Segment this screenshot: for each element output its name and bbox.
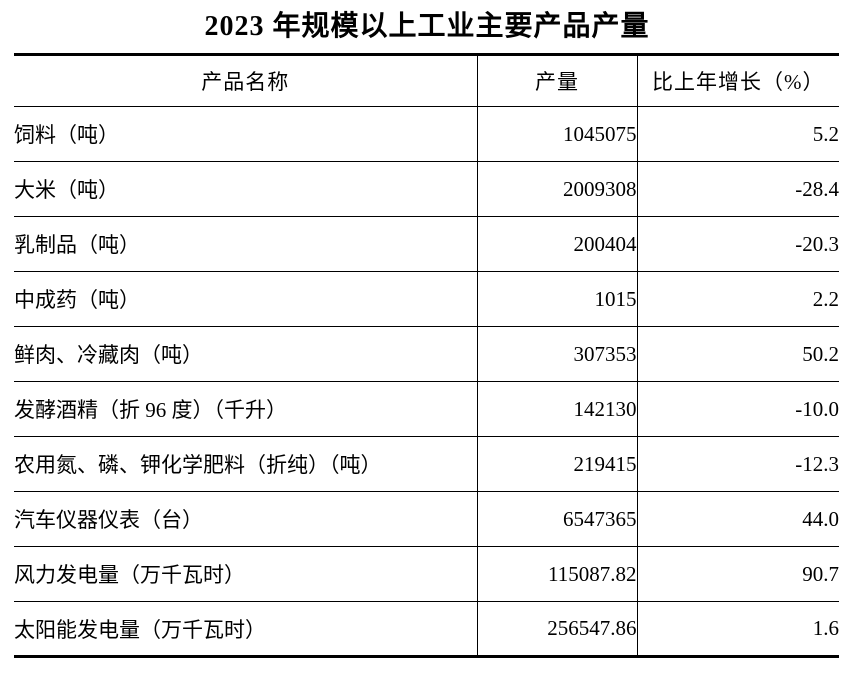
growth-cell: -20.3 xyxy=(636,216,839,272)
product-name-cell: 鲜肉、冷藏肉（吨） xyxy=(14,343,203,367)
growth-cell: 44.0 xyxy=(636,491,839,547)
table-body: 饲料（吨） 1045075 5.2 大米（吨） 2009308 -28.4 乳制… xyxy=(14,106,839,657)
product-name-cell: 发酵酒精（折 96 度）（千升） xyxy=(14,398,287,422)
product-name-cell: 饲料（吨） xyxy=(14,123,119,147)
growth-cell: -10.0 xyxy=(636,381,839,437)
table-header-row: 产品名称 产量 比上年增长（%） xyxy=(14,54,839,107)
product-name-cell: 农用氮、磷、钾化学肥料（折纯）（吨） xyxy=(14,453,382,477)
table-row: 鲜肉、冷藏肉（吨） 307353 50.2 xyxy=(14,326,839,382)
column-header-growth: 比上年增长（%） xyxy=(636,54,839,107)
product-name-cell: 大米（吨） xyxy=(14,178,119,202)
product-name-cell: 太阳能发电量（万千瓦时） xyxy=(14,617,266,642)
growth-cell: 2.2 xyxy=(636,271,839,327)
table-row: 乳制品（吨） 200404 -20.3 xyxy=(14,216,839,272)
growth-cell: -12.3 xyxy=(636,436,839,492)
output-cell: 307353 xyxy=(476,326,637,382)
output-cell: 200404 xyxy=(476,216,637,272)
document-page: 2023 年规模以上工业主要产品产量 产品名称 产量 比上年增长（%） 饲料（吨… xyxy=(0,9,854,658)
output-cell: 6547365 xyxy=(476,491,637,547)
growth-cell: 1.6 xyxy=(636,601,839,657)
column-header-output: 产量 xyxy=(476,54,637,107)
table-row: 中成药（吨） 1015 2.2 xyxy=(14,271,839,327)
product-name-cell: 中成药（吨） xyxy=(14,288,140,312)
table-row: 饲料（吨） 1045075 5.2 xyxy=(14,106,839,162)
table-row: 汽车仪器仪表（台） 6547365 44.0 xyxy=(14,491,839,547)
column-header-product-name: 产品名称 xyxy=(201,70,290,94)
table-row: 发酵酒精（折 96 度）（千升） 142130 -10.0 xyxy=(14,381,839,437)
growth-cell: 5.2 xyxy=(636,106,839,162)
growth-cell: 90.7 xyxy=(636,546,839,602)
output-cell: 1045075 xyxy=(476,106,637,162)
product-name-cell: 风力发电量（万千瓦时） xyxy=(14,563,245,587)
table-row: 农用氮、磷、钾化学肥料（折纯）（吨） 219415 -12.3 xyxy=(14,436,839,492)
output-cell: 1015 xyxy=(476,271,637,327)
output-cell: 115087.82 xyxy=(476,546,637,602)
product-name-cell: 汽车仪器仪表（台） xyxy=(14,508,203,532)
table-row: 太阳能发电量（万千瓦时） 256547.86 1.6 xyxy=(14,601,839,657)
industrial-output-table: 产品名称 产量 比上年增长（%） 饲料（吨） 1045075 5.2 大米（吨）… xyxy=(14,53,839,658)
output-cell: 142130 xyxy=(476,381,637,437)
output-cell: 219415 xyxy=(476,436,637,492)
table-row: 大米（吨） 2009308 -28.4 xyxy=(14,161,839,217)
product-name-cell: 乳制品（吨） xyxy=(14,233,140,257)
table-row: 风力发电量（万千瓦时） 115087.82 90.7 xyxy=(14,546,839,602)
output-cell: 2009308 xyxy=(476,161,637,217)
output-cell: 256547.86 xyxy=(476,601,637,657)
page-title: 2023 年规模以上工业主要产品产量 xyxy=(204,11,650,42)
growth-cell: 50.2 xyxy=(636,326,839,382)
growth-cell: -28.4 xyxy=(636,161,839,217)
